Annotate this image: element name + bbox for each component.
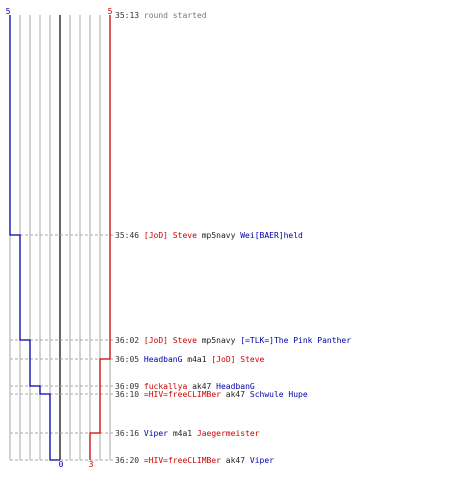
event-killer: fuckallya [139,382,187,391]
event-connector-layer [10,234,113,461]
event-row: 36:20 =HIV=freeCLIMBer ak47 Viper [115,456,274,465]
event-time: 36:16 [115,429,139,438]
event-list: 35:13 round started 35:46 [JoD] Steve mp5… [115,11,351,465]
event-killer: Viper [139,429,168,438]
event-text: round started [139,11,207,20]
event-row: 36:10 =HIV=freeCLIMBer ak47 Schwule Hupe [115,390,308,399]
event-row: 36:16 Viper m4a1 Jaegermeister [115,429,260,438]
blue-start-count-label: 5 [6,7,11,16]
event-weapon: mp5navy [197,231,236,240]
event-killer: HeadbanG [139,355,183,364]
event-time: 36:20 [115,456,139,465]
event-time: 36:05 [115,355,139,364]
blue-team-alive-line [9,15,60,461]
event-weapon: m4a1 [182,355,206,364]
event-victim: HeadbanG [211,382,255,391]
event-weapon: ak47 [221,456,245,465]
event-victim: Jaegermeister [192,429,260,438]
event-row: 35:46 [JoD] Steve mp5navy Wei[BAER]held [115,231,303,240]
event-time: 36:02 [115,336,139,345]
event-victim: [=TLK=]The Pink Panther [235,336,351,345]
event-weapon: ak47 [187,382,211,391]
blue-end-count-label: 0 [59,460,64,469]
red-end-count-label: 3 [89,460,94,469]
event-killer: [JoD] Steve [139,231,197,240]
event-row: 36:02 [JoD] Steve mp5navy [=TLK=]The Pin… [115,336,351,345]
event-weapon: ak47 [221,390,245,399]
event-killer: =HIV=freeCLIMBer [139,390,221,399]
event-row: 35:13 round started [115,11,207,20]
event-victim: Wei[BAER]held [235,231,303,240]
event-time: 36:09 [115,382,139,391]
event-row: 36:09 fuckallya ak47 HeadbanG [115,382,255,391]
event-killer: [JoD] Steve [139,336,197,345]
event-victim: Schwule Hupe [245,390,308,399]
event-time: 35:13 [115,11,139,20]
event-weapon: m4a1 [168,429,192,438]
event-time: 35:46 [115,231,139,240]
event-time: 36:10 [115,390,139,399]
event-killer: =HIV=freeCLIMBer [139,456,221,465]
event-victim: Viper [245,456,274,465]
event-weapon: mp5navy [197,336,236,345]
grid-layer [9,15,111,460]
series-layer [9,15,111,461]
event-row: 36:05 HeadbanG m4a1 [JoD] Steve [115,355,265,364]
red-team-alive-line [89,15,111,460]
axis-label-layer: 5 5 0 3 [6,7,113,469]
red-start-count-label: 5 [108,7,113,16]
event-victim: [JoD] Steve [207,355,265,364]
